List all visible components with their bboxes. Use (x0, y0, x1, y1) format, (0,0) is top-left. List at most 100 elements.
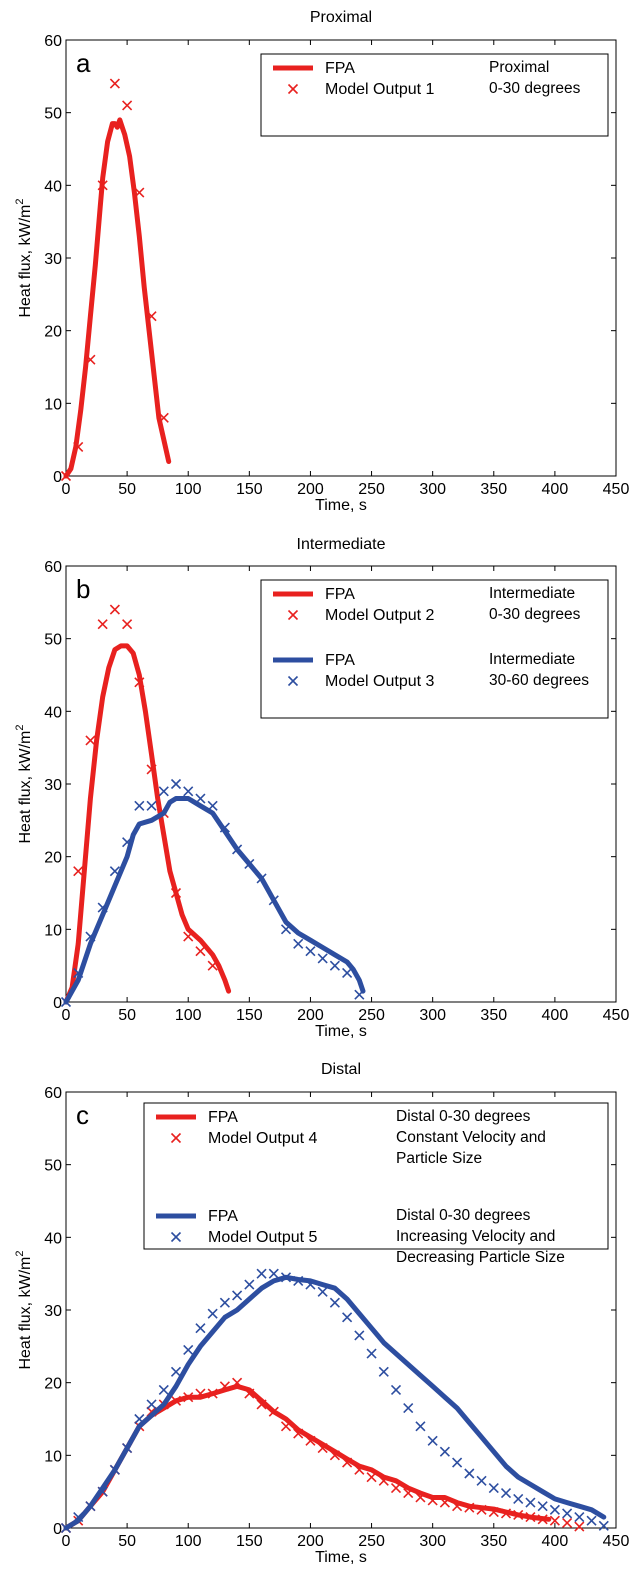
panel-label: c (76, 1100, 89, 1130)
data-point-marker-stroke (415, 1421, 426, 1432)
data-point-marker-stroke (97, 619, 108, 630)
data-point-marker (158, 1384, 169, 1395)
data-point-marker (476, 1504, 487, 1515)
data-point-marker (268, 1406, 279, 1417)
series-2 (63, 796, 366, 1005)
chart-title: Proximal (310, 9, 372, 26)
data-point-marker (232, 844, 243, 855)
data-point-marker (219, 1381, 230, 1392)
legend-note-line: Constant Velocity and (396, 1129, 546, 1146)
data-point-marker (219, 822, 230, 833)
x-tick-label: 100 (175, 481, 202, 498)
data-point-marker-stroke (97, 902, 108, 913)
legend-marker-swatch (287, 675, 299, 687)
data-point-marker-stroke (305, 946, 316, 957)
x-tick-label: 100 (175, 1007, 202, 1024)
series-line (63, 643, 232, 1005)
data-point-marker (500, 1488, 512, 1499)
data-point-marker-stroke (476, 1475, 487, 1486)
data-point-marker (73, 441, 84, 452)
data-point-marker-stroke (342, 1457, 353, 1468)
data-point-marker-stroke (73, 967, 84, 978)
data-point-marker (207, 1308, 218, 1319)
data-point-marker (574, 1512, 585, 1523)
data-point-marker-stroke (146, 800, 157, 811)
x-tick-label: 100 (175, 1533, 202, 1550)
data-point-marker (183, 1392, 194, 1403)
legend-note-line: Intermediate (489, 585, 575, 602)
data-point-marker (256, 1268, 267, 1279)
y-tick-label: 60 (44, 1085, 62, 1102)
data-point-marker-stroke (183, 931, 194, 942)
legend-note-line: Increasing Velocity and (396, 1228, 555, 1245)
x-tick-label: 400 (542, 481, 569, 498)
data-point-marker-stroke (293, 1275, 304, 1286)
data-point-marker-stroke (390, 1482, 402, 1494)
data-point-marker-stroke (219, 1297, 230, 1308)
series-0 (63, 117, 172, 479)
data-point-marker (219, 1297, 230, 1308)
data-point-marker-stroke (549, 1515, 560, 1526)
y-axis-label-superscript: 2 (14, 724, 26, 730)
data-point-marker (329, 1450, 340, 1461)
data-point-marker-stroke (158, 786, 169, 797)
legend-note-line: 0-30 degrees (489, 80, 581, 97)
x-tick-label: 150 (236, 481, 263, 498)
series-line (63, 796, 366, 1005)
data-point-marker (562, 1508, 573, 1519)
data-point-marker (122, 619, 133, 630)
data-point-marker-stroke (500, 1508, 512, 1519)
data-point-marker-stroke (244, 1279, 255, 1290)
data-point-marker (537, 1514, 548, 1525)
data-point-marker-stroke (207, 960, 218, 971)
data-point-marker-stroke (390, 1384, 402, 1395)
data-point-marker (232, 1290, 243, 1301)
data-point-marker (109, 78, 120, 89)
data-point-marker-stroke (378, 1366, 389, 1377)
x-tick-label: 400 (542, 1007, 569, 1024)
data-point-marker (415, 1421, 426, 1432)
data-point-marker-stroke (170, 1366, 182, 1377)
data-point-marker (329, 960, 340, 971)
data-point-marker-stroke (354, 1464, 365, 1475)
data-point-marker (60, 470, 72, 482)
data-point-marker (232, 1377, 243, 1388)
data-point-marker (183, 786, 194, 797)
data-point-marker (256, 1399, 267, 1410)
legend-box (260, 53, 609, 137)
data-point-marker (85, 1501, 96, 1512)
data-point-marker-stroke (134, 187, 145, 198)
data-point-marker-stroke (342, 967, 353, 978)
y-axis-label-text: Heat flux, kW/m (17, 205, 34, 318)
y-axis-label-superscript: 2 (14, 1250, 26, 1256)
data-point-marker (146, 1399, 157, 1410)
legend-note-line: Distal 0-30 degrees (396, 1108, 531, 1125)
data-point-marker-stroke (73, 441, 84, 452)
y-tick-label: 50 (44, 106, 62, 123)
y-tick-label: 30 (44, 1303, 62, 1320)
data-point-marker (452, 1501, 463, 1512)
data-point-marker-stroke (85, 1501, 96, 1512)
data-point-marker (134, 800, 145, 811)
data-point-marker-stroke (439, 1446, 450, 1457)
data-point-marker (73, 866, 84, 877)
data-point-marker-stroke (268, 1268, 279, 1279)
x-tick-label: 350 (480, 1007, 507, 1024)
data-point-marker-stroke (195, 1388, 206, 1399)
data-point-marker-stroke (452, 1457, 463, 1468)
data-point-marker-stroke (183, 1344, 194, 1356)
legend-entry-label: FPA (208, 1208, 238, 1225)
data-point-marker (562, 1517, 573, 1528)
data-point-marker-stroke (574, 1521, 585, 1532)
legend: FPA Model Output 1 Proximal 0-30 degrees (260, 53, 609, 137)
data-point-marker-stroke (354, 1330, 365, 1341)
data-point-marker (244, 1279, 255, 1290)
data-point-marker-stroke (158, 412, 169, 423)
data-point-marker (97, 902, 108, 913)
x-tick-label: 0 (62, 1533, 71, 1550)
data-point-marker-stroke (562, 1517, 573, 1528)
data-point-marker (366, 1472, 377, 1483)
legend-entry-label: FPA (325, 60, 355, 77)
